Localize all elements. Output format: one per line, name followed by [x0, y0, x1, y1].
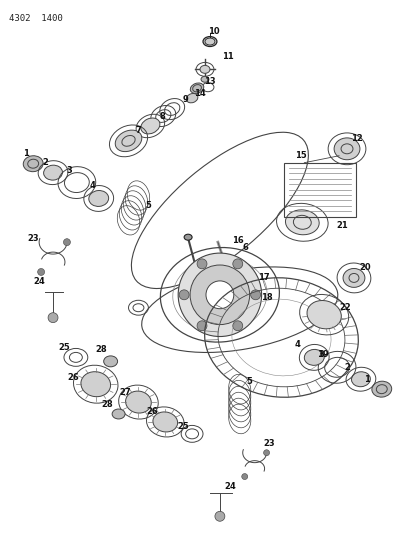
Text: 18: 18 [261, 293, 273, 302]
Text: 25: 25 [177, 422, 189, 431]
Text: 4: 4 [90, 181, 96, 190]
Text: 27: 27 [120, 387, 131, 397]
Circle shape [233, 259, 243, 269]
Ellipse shape [126, 391, 151, 413]
Text: 16: 16 [232, 236, 244, 245]
Text: 3: 3 [66, 166, 72, 175]
Text: 8: 8 [160, 111, 165, 120]
Circle shape [197, 259, 207, 269]
Text: 14: 14 [194, 88, 206, 98]
Text: 10: 10 [208, 27, 220, 36]
Circle shape [178, 253, 262, 336]
Ellipse shape [112, 409, 125, 419]
Circle shape [179, 290, 189, 300]
Text: 23: 23 [264, 439, 275, 448]
Text: 2: 2 [42, 158, 48, 167]
Circle shape [190, 265, 250, 325]
Text: 23: 23 [27, 233, 39, 243]
Circle shape [64, 239, 71, 246]
Text: 5: 5 [247, 377, 253, 386]
Circle shape [264, 450, 270, 456]
Ellipse shape [307, 301, 341, 329]
Bar [284, 163, 356, 217]
Text: 1: 1 [364, 375, 370, 384]
Ellipse shape [104, 356, 118, 367]
Text: 20: 20 [359, 263, 371, 272]
Text: 26: 26 [146, 407, 158, 416]
Ellipse shape [343, 269, 365, 287]
Ellipse shape [334, 138, 360, 160]
Ellipse shape [153, 412, 177, 432]
Ellipse shape [286, 210, 319, 235]
Text: 24: 24 [33, 277, 45, 286]
Circle shape [233, 321, 243, 331]
Circle shape [251, 290, 261, 300]
Ellipse shape [44, 165, 62, 180]
Ellipse shape [190, 83, 204, 93]
Ellipse shape [141, 118, 160, 134]
Circle shape [242, 474, 248, 480]
Text: 26: 26 [67, 373, 79, 382]
Text: 17: 17 [258, 273, 269, 282]
Text: 21: 21 [336, 221, 348, 230]
Ellipse shape [352, 372, 370, 387]
Text: 11: 11 [222, 52, 234, 61]
Text: 1: 1 [23, 149, 29, 158]
Ellipse shape [89, 190, 109, 206]
Ellipse shape [81, 372, 111, 397]
Ellipse shape [23, 156, 43, 172]
Ellipse shape [372, 381, 392, 397]
Ellipse shape [184, 234, 192, 240]
Text: 13: 13 [204, 77, 216, 86]
Ellipse shape [201, 76, 209, 82]
Text: 24: 24 [224, 482, 236, 491]
Text: 4302  1400: 4302 1400 [9, 14, 63, 23]
Text: 19: 19 [317, 350, 329, 359]
Text: 3: 3 [318, 350, 324, 359]
Text: 7: 7 [135, 126, 141, 135]
Circle shape [206, 281, 234, 309]
Ellipse shape [186, 93, 198, 103]
Circle shape [215, 511, 225, 521]
Ellipse shape [304, 350, 324, 365]
Text: 15: 15 [295, 151, 307, 160]
Text: 2: 2 [344, 363, 350, 372]
Text: 25: 25 [58, 343, 70, 352]
Text: 5: 5 [145, 201, 151, 210]
Ellipse shape [203, 37, 217, 46]
Text: 12: 12 [351, 134, 363, 143]
Circle shape [48, 313, 58, 322]
Text: 9: 9 [182, 95, 188, 103]
Circle shape [38, 269, 44, 276]
Text: 22: 22 [339, 303, 351, 312]
Text: 4: 4 [295, 340, 300, 349]
Ellipse shape [200, 66, 210, 74]
Text: 28: 28 [102, 400, 113, 409]
Text: 28: 28 [95, 345, 106, 354]
Text: 6: 6 [243, 243, 248, 252]
Ellipse shape [115, 130, 142, 151]
Circle shape [197, 321, 207, 331]
